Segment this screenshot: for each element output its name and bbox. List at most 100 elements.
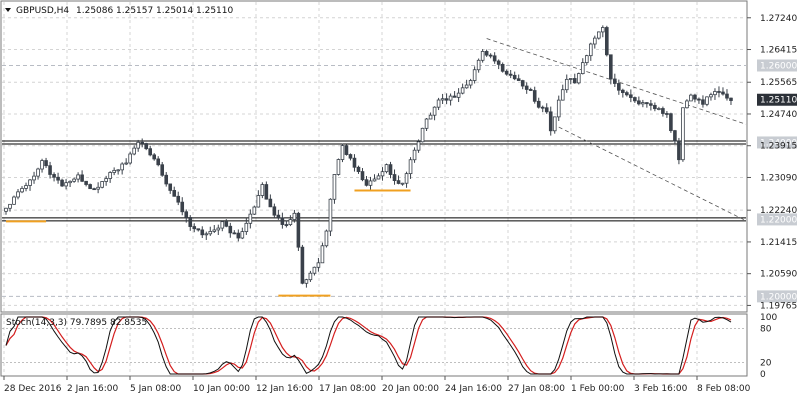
candle-body	[64, 182, 68, 187]
horizontal-levels: 1.26000 1.24000 1.22000 1.20000 1.25110	[2, 59, 797, 303]
candle-body	[705, 96, 709, 105]
candle-body	[316, 262, 321, 268]
candle-body	[192, 226, 197, 230]
candle-body	[436, 99, 441, 108]
candle-body	[673, 130, 677, 142]
level-tag	[757, 59, 797, 72]
candle-body	[224, 221, 229, 227]
candle-body	[240, 231, 245, 239]
candle-body	[92, 188, 96, 191]
candle-body	[236, 232, 241, 239]
candle-body	[244, 222, 249, 233]
stoch-panel-frame	[0, 313, 748, 377]
level-tag-label: 1.26000	[760, 61, 797, 71]
candle-body	[284, 224, 289, 226]
ohlc-close: 1.25110	[196, 6, 233, 16]
y-tick-label: 1.27240	[760, 14, 797, 24]
candle-body	[597, 31, 601, 39]
candle-body	[368, 180, 373, 186]
candle-body	[588, 43, 593, 57]
candle-body	[80, 174, 84, 182]
candle-body	[629, 94, 633, 98]
candle-body	[40, 160, 44, 170]
candle-body	[721, 91, 725, 95]
candle-body	[428, 114, 433, 120]
dropdown-triangle-icon[interactable]	[5, 8, 11, 12]
candle-body	[4, 207, 8, 212]
candle-body	[160, 164, 165, 176]
candle-body	[396, 180, 401, 184]
candle-body	[140, 141, 144, 144]
candle-body	[592, 37, 597, 45]
candle-body	[416, 141, 421, 151]
candle-body	[693, 94, 697, 100]
candle-body	[472, 69, 477, 81]
candle-body	[260, 184, 265, 196]
level-tag-label: 1.22000	[760, 215, 797, 225]
candle-body	[440, 98, 445, 101]
x-tick-label: 10 Jan 00:00	[193, 384, 250, 394]
candle-body	[520, 80, 525, 87]
y-tick-label: 1.24740	[760, 110, 797, 120]
candle-body	[220, 221, 225, 229]
candle-body	[617, 83, 621, 91]
candle-body	[356, 166, 361, 172]
current-price-tag	[757, 93, 797, 106]
candle-body	[152, 154, 157, 160]
candle-body	[476, 59, 481, 71]
candle-body	[488, 54, 493, 57]
candle-body	[76, 174, 80, 180]
candle-body	[685, 100, 689, 109]
stoch-y-tick-label: 20	[760, 359, 772, 369]
candle-body	[464, 84, 469, 89]
candle-body	[649, 103, 653, 106]
candle-body	[232, 232, 237, 235]
candle-body	[532, 90, 537, 102]
candle-body	[124, 162, 128, 165]
candle-body	[364, 179, 369, 186]
candle-body	[324, 230, 329, 247]
candle-body	[148, 148, 152, 156]
candle-body	[524, 85, 529, 90]
candle-body	[196, 228, 201, 231]
candle-body	[376, 175, 381, 180]
candle-body	[100, 181, 104, 188]
candle-body	[336, 159, 341, 175]
stoch-y-tick-label: 0	[760, 370, 766, 380]
candle-body	[344, 145, 349, 155]
candle-body	[72, 178, 76, 182]
candle-body	[36, 168, 40, 177]
candle-body	[412, 149, 417, 161]
candle-body	[28, 179, 32, 186]
ohlc-high: 1.25157	[116, 6, 153, 16]
x-tick-label: 3 Feb 16:00	[634, 384, 688, 394]
candle-body	[144, 143, 148, 150]
candle-body	[637, 100, 641, 105]
candle-body	[180, 201, 185, 213]
candle-body	[661, 108, 665, 114]
candle-body	[188, 217, 193, 227]
y-tick-label: 1.26415	[760, 46, 797, 56]
candle-body	[456, 92, 461, 98]
candle-body	[665, 113, 669, 115]
candle-body	[681, 107, 685, 161]
y-tick-label: 1.22240	[760, 206, 797, 216]
stoch-y-tick-label: 100	[760, 313, 777, 323]
candle-body	[613, 78, 617, 84]
candle-body	[132, 147, 136, 155]
candle-body	[729, 97, 733, 101]
candle-body	[16, 191, 20, 198]
candle-body	[320, 245, 325, 264]
candle-body	[605, 27, 609, 56]
candle-body	[96, 186, 100, 190]
candle-body	[372, 178, 377, 182]
candle-body	[168, 183, 173, 191]
candle-body	[60, 179, 64, 187]
x-tick-label: 24 Jan 16:00	[445, 384, 502, 394]
candle-body	[621, 89, 625, 94]
y-axis-labels: 1.27240 1.26415 1.25565 1.24740 1.23915 1.230…	[747, 14, 797, 380]
candle-body	[308, 272, 313, 281]
candle-body	[252, 206, 257, 215]
candle-body	[328, 198, 333, 232]
